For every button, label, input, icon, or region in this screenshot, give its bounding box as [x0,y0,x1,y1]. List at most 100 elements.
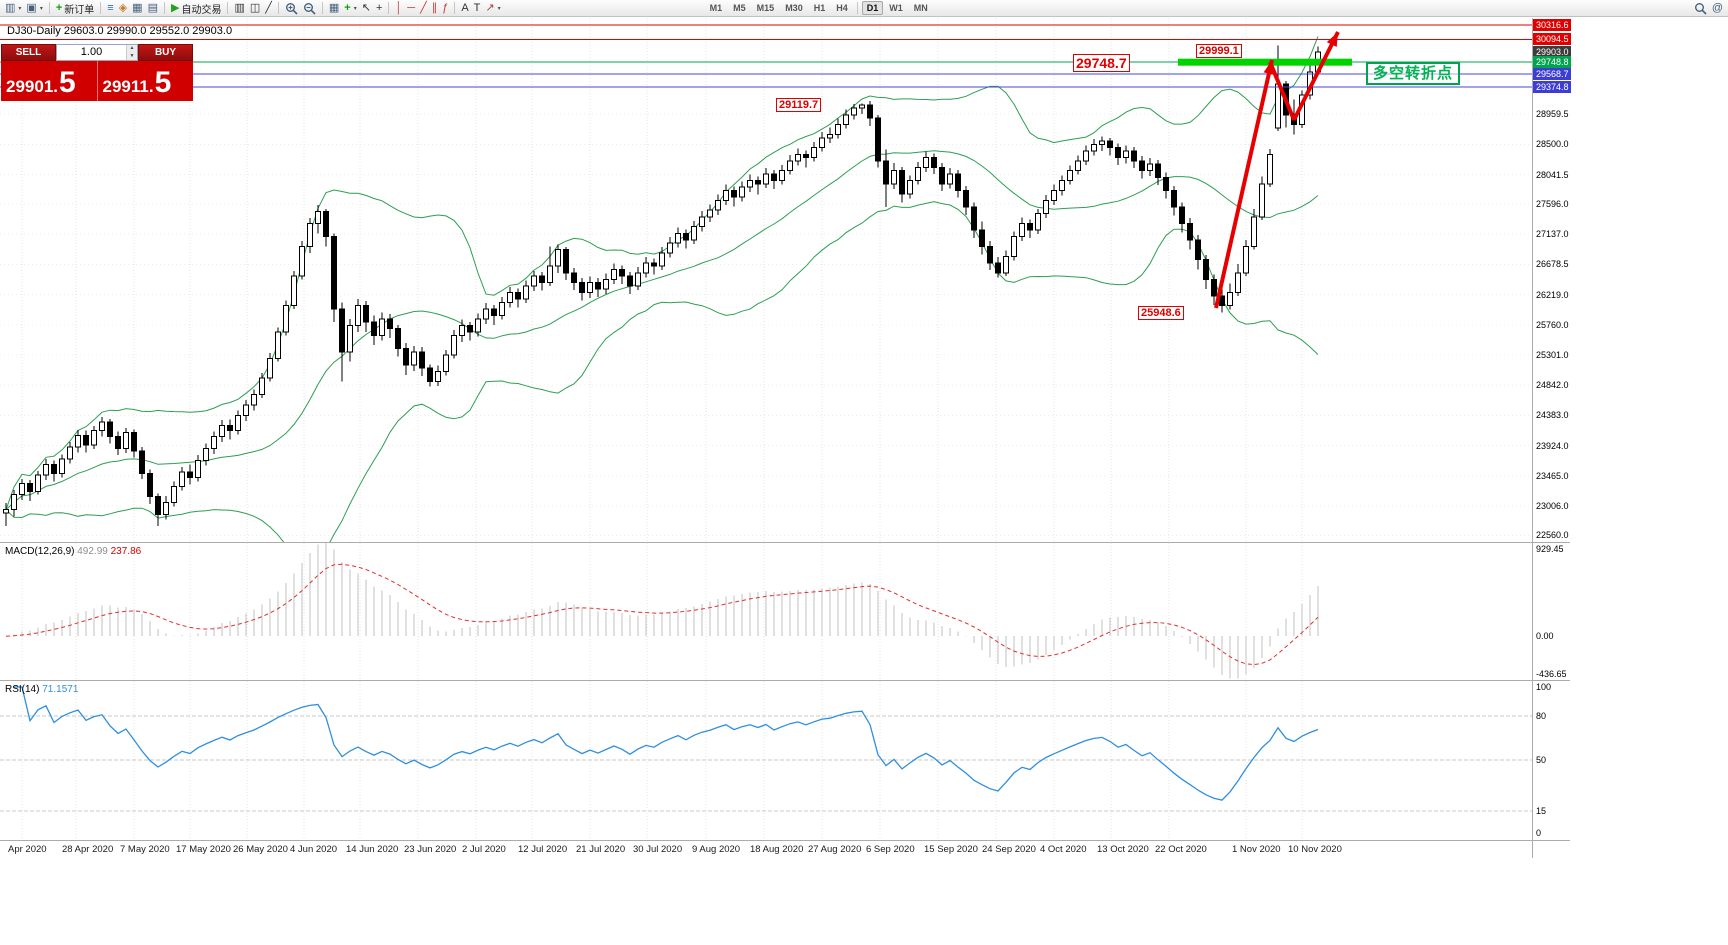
lot-spinner-down[interactable]: ▼ [127,52,137,60]
timeframe-d1-button[interactable]: D1 [861,1,884,15]
price-scale[interactable]: 28959.5 28500.0 28041.5 27596.0 27137.0 26678… [1532,18,1571,858]
high-price-flag[interactable]: 29999.1 [1196,44,1242,58]
sell-button[interactable]: SELL [1,44,56,61]
terminal-button[interactable]: ▦ [130,1,144,16]
price-tick: 27596.0 [1536,198,1569,209]
buy-button[interactable]: BUY [138,44,193,61]
lot-spinner: ▲ ▼ [126,45,137,60]
date-label: 6 Sep 2020 [866,844,915,855]
date-label: 12 Jul 2020 [518,844,568,855]
text-label-icon: T [473,1,481,14]
rsi-pane[interactable] [0,681,1532,840]
timeframe-w1-button[interactable]: W1 [889,3,903,13]
rsi-name: RSI(14) [5,684,40,695]
price-tick: 28041.5 [1536,169,1569,180]
chart-profiles-icon: ▣ [26,1,37,14]
main-chart[interactable] [0,18,1532,542]
zoom-out-button[interactable] [301,1,318,16]
text-label-button[interactable]: T [472,1,483,16]
bar-chart-button[interactable]: ▥ [232,1,246,16]
navigator-icon: ◈ [118,1,128,14]
date-label: 1 Nov 2020 [1232,844,1281,855]
notes-button[interactable]: ▤ [146,1,160,16]
text-icon: A [461,1,469,14]
price-tick: 24842.0 [1536,380,1569,391]
macd-main-value: 492.99 [77,546,108,557]
lot-input[interactable]: 1.00 [80,46,103,58]
indicators-button[interactable]: + ▾ [342,1,358,16]
rsi-scale-label: 15 [1536,806,1547,817]
price-level-box: 29903.0 [1533,46,1571,59]
chat-button[interactable]: @ [1710,1,1725,16]
lot-field[interactable]: 1.00 ▲ ▼ [56,44,138,61]
navigator-button[interactable]: ◈ [117,1,129,16]
time-axis[interactable]: Apr 2020 28 Apr 2020 7 May 2020 17 May 2020… [0,841,1532,858]
cursor-button[interactable]: ↖ [360,1,373,16]
fibonacci-button[interactable]: ƒ [440,1,450,16]
channel-button[interactable]: ∥ [430,1,440,16]
price-tick: 24383.0 [1536,410,1569,421]
price-tick: 28500.0 [1536,139,1569,150]
price-tick: 23006.0 [1536,501,1569,512]
timeframe-m5-button[interactable]: M5 [733,3,746,13]
date-label: 26 May 2020 [233,844,288,855]
timeframe-m1-button[interactable]: M1 [709,3,723,13]
new-chart-button[interactable]: ▥ ▾ [3,1,23,16]
candle-chart-button[interactable]: ◫ [248,1,262,16]
macd-pane-separator[interactable] [0,542,1570,543]
rsi-pane-separator[interactable] [0,680,1570,681]
line-chart-button[interactable]: ╱ [263,1,274,16]
arrows-button[interactable]: ↗ ▾ [483,1,502,16]
text-button[interactable]: A [459,1,470,16]
toolbar: ▥ ▾ ▣ ▾ + 新订单 ≡ ◈ ▦ ▤ ▶ 自动交易 ▥ ◫ ╱ ▦ + ▾ ↖ + │ ─ ╱ ∥ ƒ A T ↗ ▾ M1 M5 M1… [0,0,1728,17]
date-label: 24 Sep 2020 [982,844,1036,855]
new-order-button[interactable]: + 新订单 [54,1,96,16]
date-label: 23 Jun 2020 [404,844,457,855]
price-level-box: 29748.8 [1533,56,1571,69]
chart-window[interactable]: DJ30-Daily 29603.0 29990.0 29552.0 29903… [0,18,1571,858]
autotrading-button-label: 自动交易 [181,4,222,16]
macd-pane[interactable] [0,543,1532,680]
one-click-trading-panel: SELL 1.00 ▲ ▼ BUY 29901. 5 29911. 5 [1,44,193,101]
lot-spinner-up[interactable]: ▲ [127,45,137,53]
market-watch-button[interactable]: ≡ [105,1,115,16]
rsi-value: 71.1571 [42,684,79,695]
line-chart-icon: ╱ [265,1,272,14]
date-label: 9 Aug 2020 [692,844,741,855]
price-tick: 22560.0 [1536,530,1569,541]
timeframe-mn-button[interactable]: MN [913,3,928,13]
channel-icon: ∥ [431,1,438,14]
rsi-scale-label: 100 [1536,682,1552,692]
toolbar-separator [227,2,229,14]
vertical-line-button[interactable]: │ [393,1,404,16]
chevron-down-icon: ▾ [497,5,501,12]
price-tick: 25760.0 [1536,319,1569,330]
date-label: 13 Oct 2020 [1097,844,1149,855]
date-label: 27 Aug 2020 [808,844,862,855]
date-label: 4 Oct 2020 [1040,844,1087,855]
macd-name: MACD(12,26,9) [5,546,75,557]
timeframe-h1-button[interactable]: H1 [813,3,826,13]
search-button[interactable] [1692,1,1709,16]
trendline-button[interactable]: ╱ [418,1,429,16]
timeframe-m30-button[interactable]: M30 [785,3,803,13]
resistance-price-flag[interactable]: 29748.7 [1073,54,1130,72]
swing-low-price-flag[interactable]: 25948.6 [1138,306,1184,320]
bid-price-big-digit: 5 [59,66,76,99]
crosshair-button[interactable]: + [374,1,384,16]
macd-scale-label: 929.45 [1536,544,1564,554]
autotrading-button[interactable]: ▶ 自动交易 [169,1,223,16]
zoom-in-button[interactable] [283,1,300,16]
horizontal-line-button[interactable]: ─ [405,1,417,16]
toolbar-separator [163,2,165,14]
horizontal-line-icon: ─ [407,1,416,14]
zoom-out-icon [303,2,316,15]
chevron-down-icon: ▾ [39,5,43,12]
timeframe-m15-button[interactable]: M15 [756,3,775,13]
turning-point-note[interactable]: 多空转折点 [1366,62,1461,85]
chart-profiles-button[interactable]: ▣ ▾ [24,1,44,16]
swing-high-price-flag[interactable]: 29119.7 [776,98,822,112]
timeframe-h4-button[interactable]: H4 [836,3,848,13]
tile-windows-button[interactable]: ▦ [327,1,341,16]
bid-price: 29901. 5 [1,61,97,101]
